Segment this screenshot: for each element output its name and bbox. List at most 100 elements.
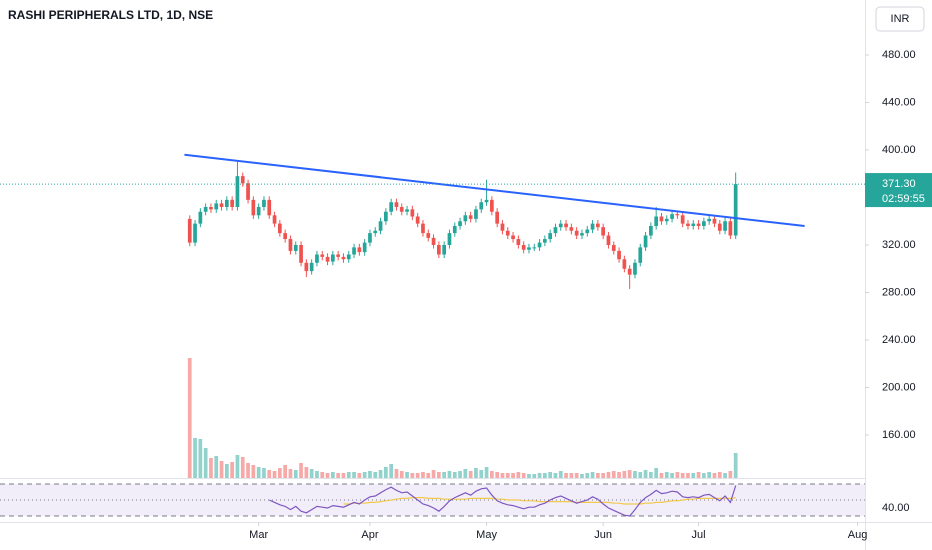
candle-body [256, 206, 261, 216]
volume-bar [262, 468, 266, 478]
last-price-label: 371.30 [882, 178, 916, 190]
x-tick-label: Mar [249, 529, 268, 541]
candle-body [230, 199, 235, 207]
candle-body [728, 221, 733, 236]
candle-body [484, 199, 489, 203]
volume-bar [707, 472, 712, 478]
volume-bar [389, 464, 394, 478]
volume-bar [553, 473, 558, 478]
candle-body [490, 199, 494, 212]
candle-body [437, 244, 441, 255]
candle-body [426, 233, 431, 238]
volume-bar [580, 474, 584, 478]
x-tick-label: Jun [594, 529, 612, 541]
volume-bar [728, 471, 733, 478]
volume-bar [638, 472, 643, 478]
volume-bar [537, 473, 542, 478]
volume-bar [394, 469, 399, 478]
candle-body [288, 239, 293, 251]
candle-body [384, 211, 388, 222]
volume-bar [272, 471, 277, 478]
trendline [184, 153, 805, 227]
volume-bar [219, 461, 224, 478]
volume-bar [611, 471, 616, 478]
candle-body [267, 199, 272, 216]
volume-bar [331, 472, 335, 478]
x-tick-label: Aug [848, 529, 868, 541]
last-price-box [865, 173, 932, 208]
candle-body [394, 202, 399, 207]
candle-body [304, 262, 309, 272]
volume-bar [712, 473, 717, 478]
y-tick-label: 400.00 [882, 144, 916, 156]
candle-body [670, 214, 674, 219]
candle-body [219, 203, 224, 207]
volume-bar [521, 473, 526, 478]
candle-body [209, 206, 213, 210]
candle-body [399, 206, 404, 212]
volume-bar [606, 472, 611, 478]
currency-button[interactable] [875, 6, 925, 32]
chart-title: RASHI PERIPHERALS LTD, 1D, NSE [8, 8, 213, 22]
candle-body [320, 254, 325, 257]
volume-bar [251, 465, 256, 478]
candle-body [664, 218, 669, 222]
volume-bar [702, 473, 706, 478]
volume-bar [723, 473, 727, 478]
candle-body [193, 223, 197, 243]
volume-bar [336, 473, 341, 478]
candle-body [336, 254, 341, 257]
volume-bar [283, 465, 288, 478]
volume-bar [617, 472, 621, 478]
candle-body [373, 230, 378, 234]
volume-bar [437, 472, 441, 478]
candle-body [214, 203, 219, 210]
candle-body [277, 223, 282, 234]
volume-bar [680, 473, 685, 478]
candle-body [516, 239, 521, 245]
candle-body [717, 223, 722, 231]
volume-bar [659, 473, 664, 478]
candle-body [224, 199, 229, 207]
candle-body [680, 215, 685, 224]
candle-body [405, 209, 409, 212]
volume-bar [500, 473, 505, 478]
candle-body [712, 218, 717, 224]
candle-body [580, 233, 584, 236]
volume-bar [569, 473, 574, 478]
volume-bar [378, 470, 383, 478]
candle-body [389, 202, 394, 212]
candle-body [574, 230, 579, 236]
volume-bar [505, 473, 510, 478]
x-tick-label: Jul [692, 529, 706, 541]
candle-body [521, 244, 526, 250]
volume-bar [357, 473, 362, 478]
candle-body [569, 227, 574, 231]
volume-bar [484, 467, 489, 478]
volume-bar [675, 472, 680, 478]
volume-bar [193, 438, 197, 478]
candle-body [299, 244, 303, 263]
candle-body [564, 223, 568, 228]
volume-bar [368, 471, 372, 478]
volume-bar [341, 473, 346, 478]
candle-body [463, 215, 468, 222]
candle-body [251, 199, 256, 216]
volume-bar [686, 473, 690, 478]
candle-body [511, 235, 515, 240]
volume-bar [209, 458, 213, 478]
candle-body [627, 268, 632, 275]
volume-bar [373, 472, 378, 478]
currency-label[interactable]: INR [891, 13, 910, 25]
volume-bar [431, 470, 436, 478]
volume-bar [198, 439, 203, 478]
candle-body [431, 237, 436, 245]
volume-bar [421, 472, 425, 478]
volume-bar [277, 468, 282, 478]
candle-body [331, 254, 335, 262]
candle-body [649, 225, 653, 236]
volume-bar [633, 471, 637, 478]
candle-body [733, 184, 738, 236]
